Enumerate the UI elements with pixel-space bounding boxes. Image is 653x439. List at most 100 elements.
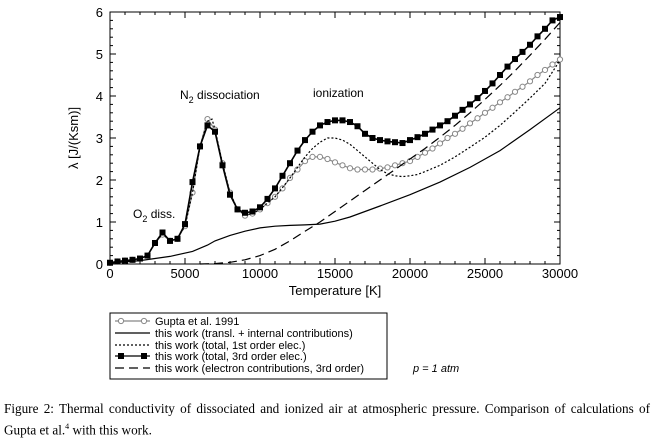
gupta-point [511,88,519,95]
total-3rd-point [384,138,391,145]
total-3rd-point [234,206,241,213]
total-3rd-point [437,122,443,129]
annotation-o2-diss: O2 diss. [133,207,175,224]
gupta-point [481,109,489,116]
total-3rd-point [167,237,173,244]
gupta-point [549,61,556,68]
gupta-point [556,56,564,63]
total-3rd-point [257,204,263,211]
gupta-point [331,159,339,166]
total-3rd-point [324,119,331,126]
total-3rd-point [429,126,436,133]
total-3rd-point [377,137,383,144]
total-3rd-point [459,106,466,113]
total-3rd-point [242,209,248,216]
x-tick-label: 20000 [392,266,428,281]
total-3rd-point [317,122,323,129]
total-3rd-point [272,185,278,192]
gupta-point [339,162,346,169]
total-3rd-point [332,117,338,124]
total-3rd-point [392,139,398,146]
series-line-2 [109,59,561,264]
tick-labels: 0 5000 10000 15000 20000 25000 30000 0 1 2 3 4 5 6 [96,5,578,281]
total-3rd-point [249,208,256,215]
total-3rd-point [129,256,136,263]
total-3rd-point [122,257,128,264]
total-3rd-point [227,191,233,198]
gupta-point [496,99,504,106]
x-tick-label: 5000 [171,266,200,281]
legend-marker-circle [117,317,125,325]
gupta-point [414,153,421,160]
total-3rd-point [294,147,301,154]
total-3rd-point [542,25,548,32]
total-3rd-point [467,101,473,108]
total-3rd-point [474,95,481,102]
plot-frame [109,11,561,265]
total-3rd-point [219,162,226,169]
total-3rd-point [159,229,166,236]
x-tick-label: 0 [106,266,113,281]
gupta-point [466,120,474,127]
gupta-point [519,83,526,90]
y-axis-title: λ [J/(Ksm)] [66,107,81,169]
total-3rd-point [264,195,271,202]
gupta-point [361,166,369,173]
total-3rd-point [189,179,196,186]
total-3rd-point [369,135,376,141]
gupta-point [369,166,376,173]
gupta-point [474,115,481,122]
series-layer [106,14,564,266]
total-3rd-point [279,172,286,179]
x-tick-label: 10000 [242,266,278,281]
series-line-3 [109,16,561,264]
gupta-point [384,164,391,171]
gupta-point [309,153,316,160]
gupta-point [444,134,451,142]
caption-text: Figure 2: Thermal conductivity of dissoc… [4,401,650,438]
x-tick-label: 15000 [317,266,353,281]
legend-label-gupta: Gupta et al. 1991 [155,316,239,328]
pressure-note: p = 1 atm [412,363,459,375]
total-3rd-point [182,221,188,228]
x-tick-label: 25000 [467,266,503,281]
total-3rd-point [557,14,563,21]
x-axis-title: Temperature [K] [289,283,382,298]
total-3rd-point [452,112,458,119]
axis-ticks [109,11,561,265]
gupta-point [534,71,541,79]
total-3rd-point [212,128,218,135]
gupta-point [429,145,436,152]
total-3rd-point [144,252,151,259]
caption-ref: 4 [65,422,70,431]
gupta-point [316,153,324,160]
gupta-point [301,158,309,165]
total-3rd-point [362,130,368,137]
total-3rd-point [414,134,421,141]
annotation-n2-dissociation: N2 dissociation [180,88,260,105]
total-3rd-point [512,56,518,63]
gupta-point [459,125,466,132]
gupta-point [541,66,549,74]
total-3rd-point [347,119,353,126]
total-3rd-point [107,259,113,266]
total-3rd-point [534,33,541,40]
total-3rd-point [444,118,451,125]
y-tick-label: 5 [96,47,103,62]
total-3rd-point [339,117,346,124]
legend-label-transl-internal: this work (transl. + internal contributi… [155,328,353,340]
total-3rd-point [152,240,158,246]
legend-frame [109,312,388,380]
total-3rd-point [519,48,526,55]
gupta-point [391,162,399,169]
legend-label-total-1st: this work (total, 1st order elec.) [155,340,305,352]
gupta-point [504,94,511,101]
y-tick-label: 1 [96,215,103,230]
total-3rd-point [497,72,503,78]
annotation-ionization: ionization [313,86,364,100]
series-line-4 [199,22,561,265]
total-3rd-point [482,87,488,94]
gupta-point [451,130,459,137]
total-3rd-point [549,17,556,24]
caption-text-end: with this work. [69,422,152,438]
